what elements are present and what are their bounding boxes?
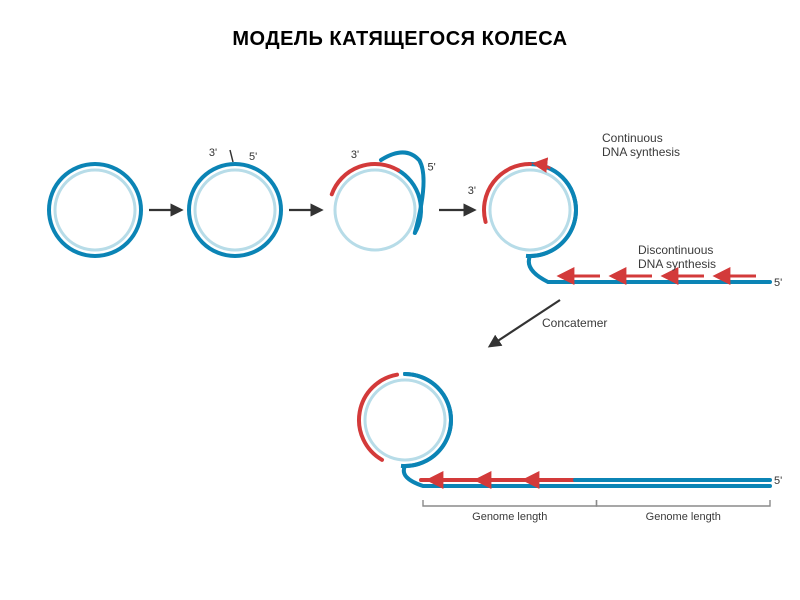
label-discontinuous-2: DNA synthesis xyxy=(638,257,716,271)
bracket-genome-2-label: Genome length xyxy=(646,511,721,523)
stage4-5prime: 5' xyxy=(774,277,782,289)
stage-4 xyxy=(484,164,770,282)
stage-2-circle xyxy=(189,164,281,256)
stage2-5prime: 5' xyxy=(249,151,257,163)
bracket-genome-2 xyxy=(597,500,771,506)
label-discontinuous-1: Discontinuous xyxy=(638,243,713,257)
stage-3-circle xyxy=(332,152,424,250)
bracket-genome-1-label: Genome length xyxy=(472,511,547,523)
stage2-3prime: 3' xyxy=(209,147,217,159)
stage-5 xyxy=(359,374,770,486)
stage5-5prime: 5' xyxy=(774,475,782,487)
label-continuous-1: Continuous xyxy=(602,131,663,145)
stage5-tail-lower xyxy=(404,374,770,486)
stage3-5prime: 5' xyxy=(428,162,436,174)
rolling-circle-diagram: 3'5'3'5'3'5'ContinuousDNA synthesisDisco… xyxy=(0,0,800,600)
stage4-3prime: 3' xyxy=(468,185,476,197)
nick-mark xyxy=(230,150,233,162)
stage3-3prime: 3' xyxy=(351,149,359,161)
bracket-genome-1 xyxy=(423,500,597,506)
label-concatemer: Concatemer xyxy=(542,316,607,330)
stage-1-circle xyxy=(49,164,141,256)
label-continuous-2: DNA synthesis xyxy=(602,145,680,159)
